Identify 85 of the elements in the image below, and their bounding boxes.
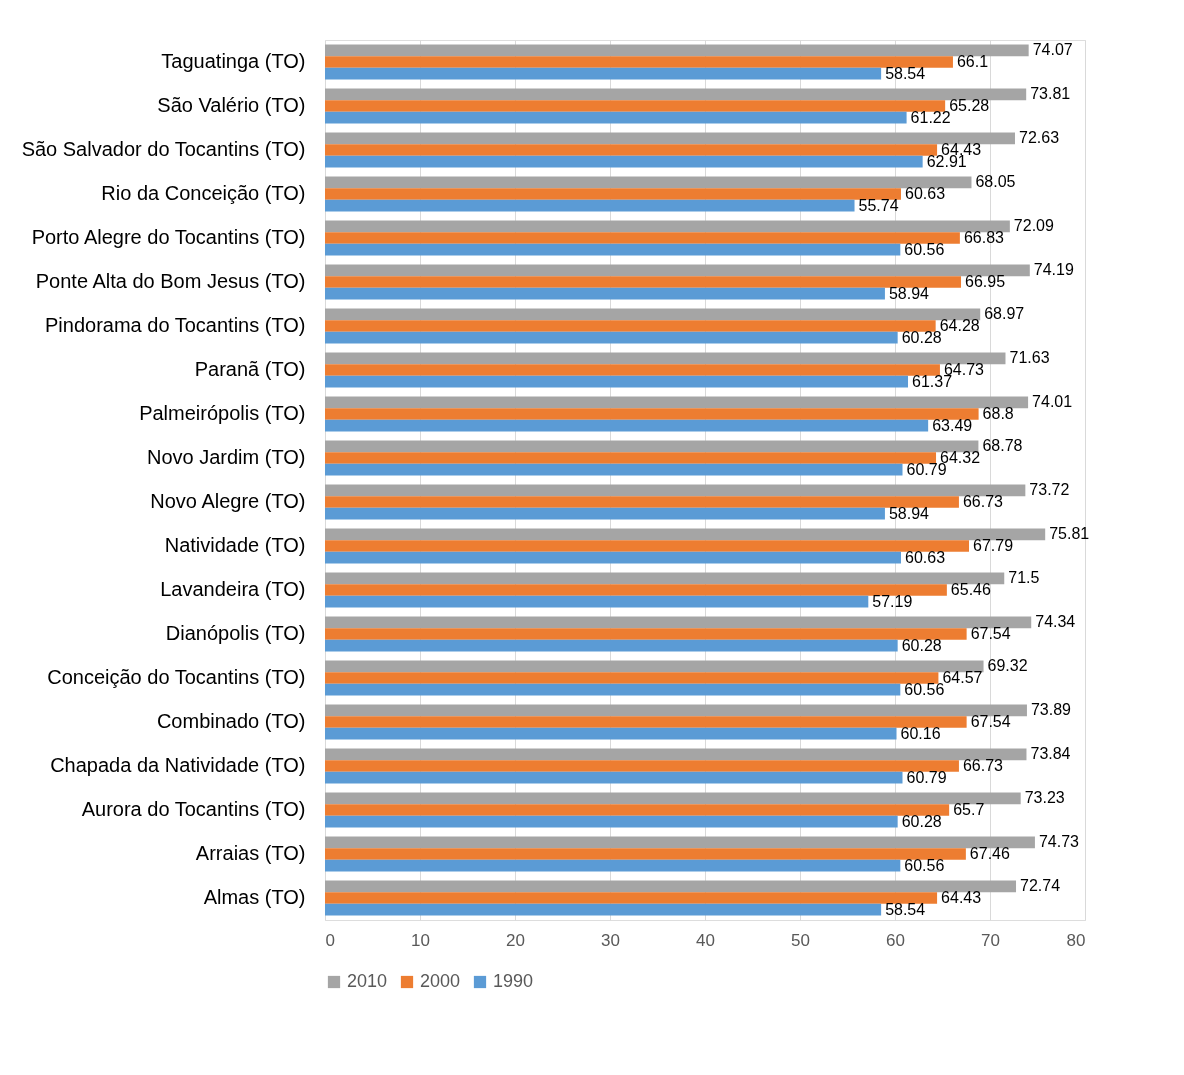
- data-label: 65.7: [953, 801, 985, 818]
- data-label: 64.43: [941, 889, 982, 906]
- data-label: 71.63: [1009, 349, 1050, 367]
- data-label: 72.63: [1018, 129, 1060, 147]
- y-tick-label: Rio da Conceição (TO): [101, 182, 306, 204]
- data-label: 74.07: [1032, 41, 1073, 59]
- y-tick-label: São Valério (TO): [157, 94, 306, 116]
- y-tick-label: Dianópolis (TO): [165, 622, 306, 644]
- y-tick-label: Natividade (TO): [164, 534, 306, 556]
- data-label: 66.95: [965, 273, 1006, 290]
- data-label: 69.32: [987, 657, 1028, 675]
- data-label: 60.79: [906, 768, 947, 786]
- data-label: 73.84: [1030, 745, 1071, 763]
- data-label: 61.22: [910, 108, 951, 126]
- data-label: 65.46: [950, 581, 992, 598]
- data-label: 58.94: [888, 284, 930, 302]
- data-label: 68.78: [982, 437, 1023, 455]
- data-label: 74.19: [1033, 261, 1074, 279]
- data-label: 66.73: [962, 493, 1004, 510]
- data-label: 73.81: [1030, 85, 1071, 103]
- x-tick-label: 20: [506, 930, 525, 950]
- x-tick-label: 40: [696, 930, 715, 950]
- data-label: 58.54: [885, 900, 926, 918]
- x-tick-label: 60: [886, 930, 905, 950]
- data-label: 55.74: [858, 196, 899, 214]
- y-tick-label: Arraias (TO): [195, 842, 306, 864]
- data-label: 60.28: [901, 812, 942, 830]
- data-label: 73.72: [1029, 481, 1070, 499]
- x-tick-label: 30: [601, 930, 620, 950]
- data-label: 57.19: [872, 592, 913, 610]
- y-tick-label: Novo Jardim (TO): [146, 446, 306, 468]
- data-label: 67.46: [969, 845, 1011, 862]
- legend-label: 1990: [493, 971, 534, 991]
- data-label: 65.28: [949, 97, 990, 114]
- x-tick-label: 50: [791, 930, 810, 950]
- data-label: 74.34: [1035, 613, 1076, 631]
- data-label: 60.56: [904, 680, 945, 698]
- data-label: 66.73: [962, 757, 1004, 774]
- data-label: 63.49: [932, 416, 973, 434]
- data-label: 74.73: [1038, 833, 1080, 851]
- data-label: 58.94: [888, 504, 930, 522]
- y-tick-label: Pindorama do Tocantins (TO): [45, 314, 306, 336]
- data-label: 68.8: [982, 405, 1014, 422]
- y-tick-label: Ponte Alta do Bom Jesus (TO): [35, 270, 306, 292]
- data-label: 75.81: [1049, 525, 1090, 543]
- data-label: 60.63: [904, 185, 946, 202]
- data-label: 74.01: [1032, 393, 1073, 411]
- y-tick-label: Combinado (TO): [156, 710, 306, 732]
- data-label: 72.09: [1013, 217, 1054, 235]
- data-label: 60.63: [904, 548, 946, 566]
- y-tick-label: Porto Alegre do Tocantins (TO): [31, 226, 306, 248]
- data-label: 71.5: [1008, 569, 1040, 587]
- data-label: 64.57: [942, 669, 983, 686]
- x-tick-label: 70: [981, 930, 1000, 950]
- x-tick-label: 10: [411, 930, 430, 950]
- data-label: 58.54: [885, 64, 926, 82]
- y-tick-label: Conceição do Tocantins (TO): [47, 666, 306, 688]
- data-label: 60.56: [904, 856, 945, 874]
- y-tick-label: Chapada da Natividade (TO): [50, 754, 306, 776]
- data-label: 73.89: [1030, 701, 1072, 719]
- x-tick-label: 80: [1066, 930, 1086, 950]
- data-label: 66.83: [963, 229, 1005, 246]
- y-tick-label: Taguatinga (TO): [161, 50, 306, 72]
- data-label: 67.54: [970, 625, 1011, 642]
- y-tick-label: Paranã (TO): [194, 358, 306, 380]
- data-label: 68.05: [975, 173, 1016, 191]
- legend-label: 2000: [420, 971, 461, 991]
- data-label: 68.97: [984, 305, 1025, 323]
- y-tick-label: Novo Alegre (TO): [150, 490, 306, 512]
- y-tick-label: Aurora do Tocantins (TO): [81, 798, 306, 820]
- data-label: 60.28: [901, 328, 942, 346]
- y-tick-label: Palmeirópolis (TO): [139, 402, 306, 424]
- y-tick-label: Lavandeira (TO): [160, 578, 306, 600]
- data-label: 60.16: [900, 724, 941, 742]
- data-label: 60.28: [901, 636, 942, 654]
- y-tick-label: Almas (TO): [203, 886, 306, 908]
- y-tick-label: São Salvador do Tocantins (TO): [21, 138, 306, 160]
- x-tick-label: 0: [325, 930, 335, 950]
- data-label: 66.1: [956, 53, 989, 70]
- data-label: 72.74: [1020, 877, 1061, 895]
- data-label: 67.79: [973, 537, 1014, 554]
- data-label: 60.56: [904, 240, 945, 258]
- legend-label: 2010: [347, 971, 388, 991]
- data-label: 73.23: [1024, 789, 1065, 807]
- data-label: 67.54: [970, 713, 1011, 730]
